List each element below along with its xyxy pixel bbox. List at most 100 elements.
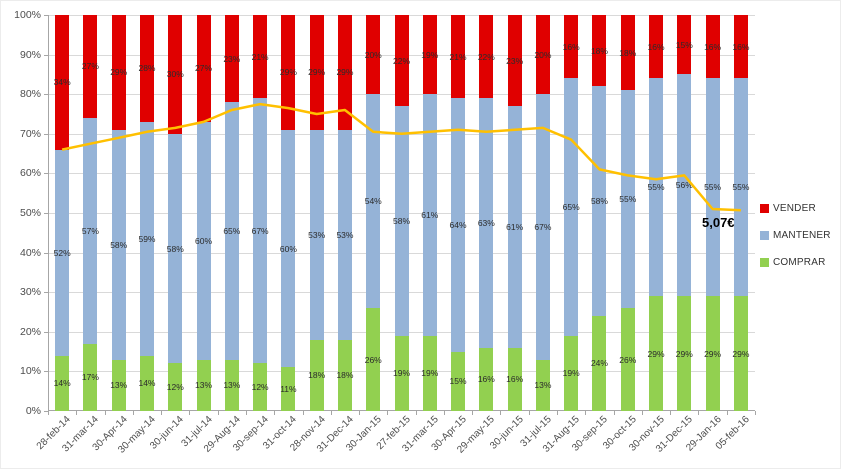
data-label: 63% bbox=[477, 217, 495, 228]
data-label: 29% bbox=[308, 67, 326, 78]
bar-segment-mantener: 67% bbox=[534, 94, 551, 360]
data-label: 28% bbox=[138, 63, 156, 74]
bar-segment-comprar: 26% bbox=[619, 308, 637, 411]
y-axis-tick-label: 100% bbox=[14, 9, 41, 21]
x-tick-mark bbox=[415, 411, 417, 415]
bar-segment-comprar: 29% bbox=[732, 296, 750, 411]
bar-column: 17% 57% 27% bbox=[82, 15, 99, 411]
bar-segment-vender: 21% bbox=[450, 15, 467, 99]
data-label: 16% bbox=[732, 41, 750, 52]
data-label: 61% bbox=[421, 209, 439, 220]
x-tick-mark bbox=[245, 411, 247, 415]
bar-segment-comprar: 13% bbox=[110, 359, 127, 411]
bar-column: 13% 58% 29% bbox=[110, 15, 127, 411]
data-label: 54% bbox=[364, 196, 382, 207]
bar-segment-mantener: 60% bbox=[195, 121, 212, 360]
data-label: 20% bbox=[534, 49, 552, 60]
y-axis-tick-label: 20% bbox=[19, 325, 41, 338]
bar-segment-comprar: 11% bbox=[280, 367, 297, 411]
data-label: 16% bbox=[477, 374, 495, 385]
x-tick-mark bbox=[613, 411, 615, 415]
data-label: 15% bbox=[675, 39, 693, 50]
bar-column: 19% 61% 19% bbox=[421, 15, 439, 411]
bar-segment-comprar: 13% bbox=[223, 359, 241, 411]
x-tick-mark bbox=[755, 411, 756, 415]
bar-segment-comprar: 12% bbox=[167, 363, 184, 411]
bar-column: 26% 54% 20% bbox=[364, 15, 382, 411]
y-tick-mark bbox=[44, 411, 48, 412]
x-tick-mark bbox=[330, 411, 332, 415]
data-label: 14% bbox=[138, 378, 156, 389]
bar-column: 19% 58% 22% bbox=[393, 15, 411, 411]
bar-segment-vender: 20% bbox=[534, 15, 552, 95]
legend-item-vender: VENDER bbox=[760, 202, 831, 214]
data-label: 65% bbox=[562, 202, 580, 213]
legend-label: COMPRAR bbox=[773, 256, 826, 268]
data-label: 13% bbox=[534, 380, 552, 391]
y-axis-tick-label: 80% bbox=[19, 88, 41, 101]
bar-segment-mantener: 58% bbox=[590, 86, 608, 316]
x-tick-mark bbox=[528, 411, 530, 415]
bar-segment-mantener: 61% bbox=[421, 94, 439, 336]
data-label: 61% bbox=[506, 221, 524, 232]
y-tick-mark bbox=[44, 133, 48, 135]
data-label: 29% bbox=[336, 67, 354, 78]
data-label: 29% bbox=[279, 67, 297, 78]
bar-segment-mantener: 55% bbox=[648, 78, 665, 297]
data-label: 24% bbox=[590, 358, 608, 369]
bar-segment-vender: 30% bbox=[167, 15, 184, 134]
bar-segment-mantener: 55% bbox=[619, 90, 636, 309]
x-tick-mark bbox=[76, 411, 78, 415]
bar-segment-comprar: 13% bbox=[195, 359, 212, 411]
y-axis-line bbox=[48, 15, 49, 411]
y-axis-tick-label: 10% bbox=[19, 365, 41, 378]
bar-segment-vender: 29% bbox=[279, 15, 297, 130]
bar-column: 13% 65% 23% bbox=[223, 15, 241, 411]
data-label: 19% bbox=[393, 368, 411, 379]
x-tick-mark bbox=[274, 411, 276, 415]
data-label: 53% bbox=[336, 229, 354, 240]
data-label: 13% bbox=[223, 380, 241, 391]
x-tick-mark bbox=[359, 411, 361, 415]
y-tick-mark bbox=[44, 252, 48, 254]
bar-segment-mantener: 52% bbox=[54, 149, 71, 356]
bar-segment-vender: 18% bbox=[591, 15, 608, 87]
legend-label: VENDER bbox=[773, 202, 816, 214]
data-label: 29% bbox=[647, 348, 665, 359]
bar-segment-comprar: 29% bbox=[675, 296, 693, 411]
bar-segment-comprar: 19% bbox=[393, 335, 411, 411]
data-label: 67% bbox=[251, 225, 269, 236]
bar-segment-mantener: 53% bbox=[308, 129, 325, 340]
data-label: 58% bbox=[590, 196, 608, 207]
x-tick-mark bbox=[670, 411, 672, 415]
bar-segment-vender: 21% bbox=[252, 15, 269, 99]
legend-item-comprar: COMPRAR bbox=[760, 256, 831, 268]
data-label: 26% bbox=[619, 354, 637, 365]
bar-column: 29% 55% 16% bbox=[704, 15, 721, 411]
y-tick-mark bbox=[44, 292, 48, 294]
legend-swatch bbox=[760, 230, 769, 240]
data-label: 23% bbox=[506, 55, 524, 66]
x-axis-label: 28-feb-14 bbox=[34, 414, 73, 453]
x-tick-mark bbox=[472, 411, 474, 415]
bar-segment-comprar: 16% bbox=[506, 347, 523, 411]
bar-segment-mantener: 63% bbox=[477, 98, 495, 348]
y-tick-mark bbox=[44, 371, 48, 373]
data-label: 64% bbox=[449, 219, 467, 230]
bar-column: 12% 67% 21% bbox=[251, 15, 269, 411]
bar-column: 12% 58% 30% bbox=[167, 15, 184, 411]
data-label: 16% bbox=[647, 41, 665, 52]
bar-segment-vender: 28% bbox=[138, 15, 156, 122]
data-label: 29% bbox=[732, 348, 750, 359]
x-tick-mark bbox=[217, 411, 219, 415]
data-label: 22% bbox=[393, 55, 411, 66]
bar-column: 26% 55% 18% bbox=[619, 15, 637, 411]
data-label: 58% bbox=[393, 215, 411, 226]
bar-segment-mantener: 53% bbox=[336, 129, 354, 340]
data-label: 29% bbox=[675, 348, 693, 359]
bar-segment-vender: 23% bbox=[506, 15, 524, 107]
bar-segment-vender: 19% bbox=[421, 15, 438, 95]
bar-column: 24% 58% 18% bbox=[590, 15, 608, 411]
bar-segment-comprar: 18% bbox=[336, 339, 353, 411]
x-tick-mark bbox=[104, 411, 106, 415]
